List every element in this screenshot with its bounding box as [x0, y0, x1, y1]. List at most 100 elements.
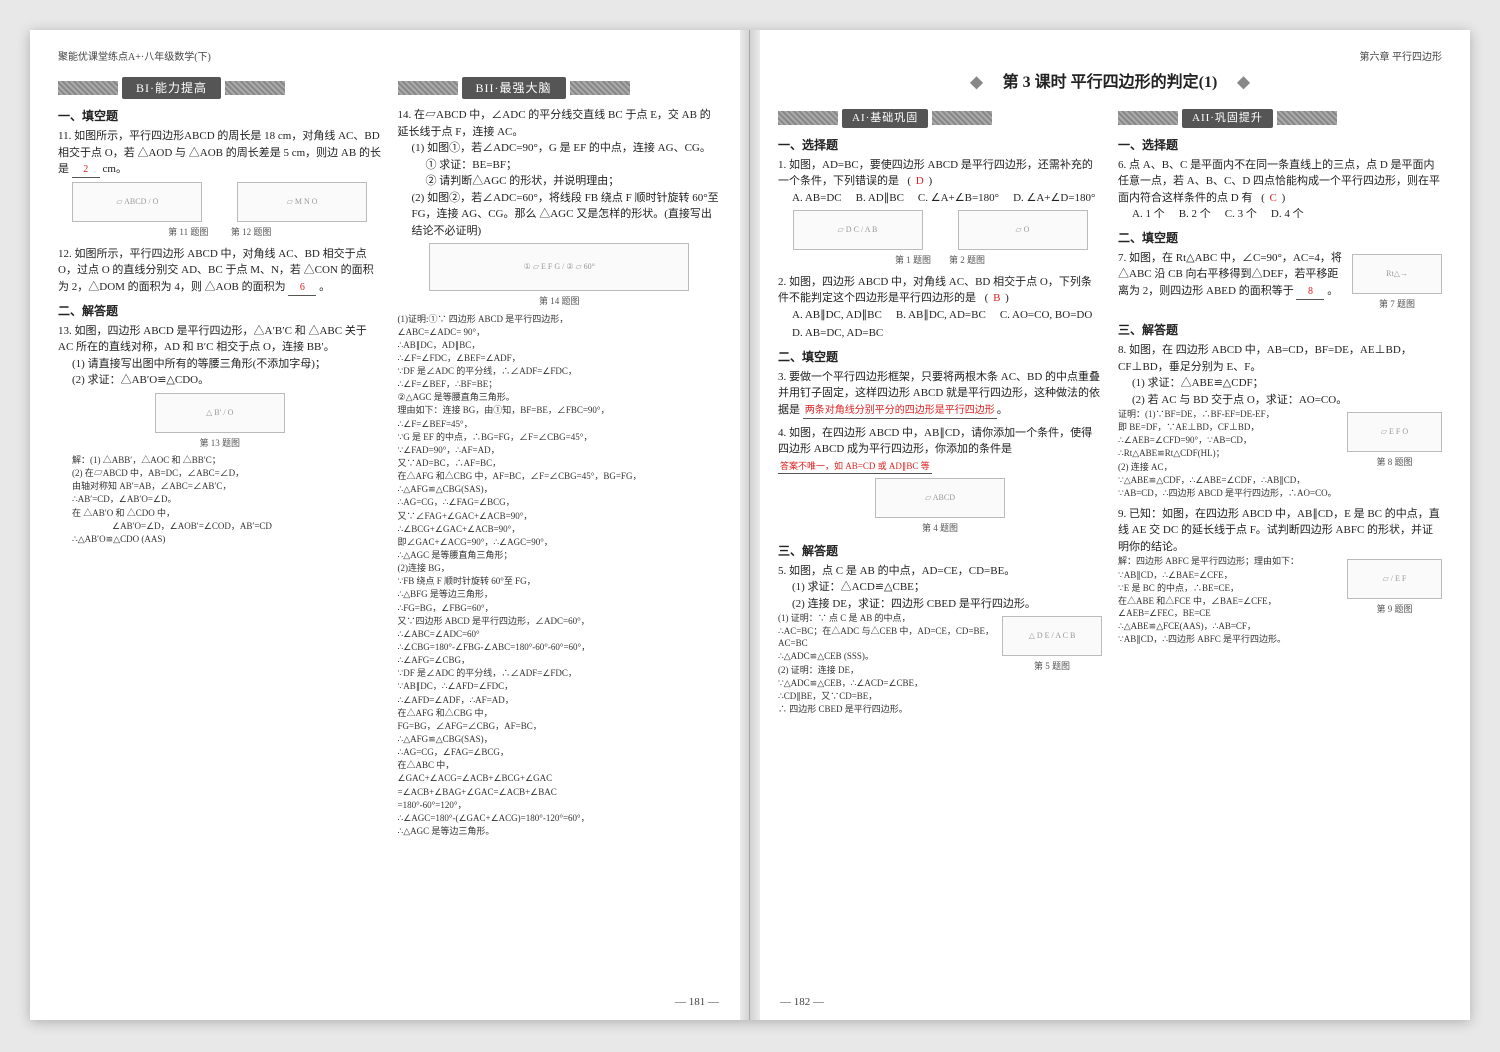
- proof-line: ∠GAC+∠ACG=∠ACB+∠BCG+∠GAC: [398, 772, 722, 784]
- running-head-right: 第六章 平行四边形: [778, 50, 1442, 65]
- q5-proof: (1) 证明：∵ 点 C 是 AB 的中点，∴AC=BC；在△ADC 与△CEB…: [778, 612, 996, 716]
- q14-p2: (2) 如图②，若∠ADC=60°，将线段 FB 绕点 F 顺时针旋转 60°至…: [398, 190, 722, 240]
- q5-text: 5. 如图，点 C 是 AB 的中点，AD=CE，CD=BE。: [778, 563, 1102, 580]
- proof-line: ∵∠FAD=90°，∴AF=AD，: [398, 444, 722, 456]
- cap-q7: 第 7 题图: [1352, 298, 1442, 312]
- q9: 9. 已知：如图，在四边形 ABCD 中，AB∥CD，E 是 BC 的中点，直线…: [1118, 506, 1442, 646]
- right-col-1: AI·基础巩固 一、选择题 1. 如图，AD=BC，要使四边形 ABCD 是平行…: [778, 103, 1102, 722]
- proof-line: 即∠GAC+∠ACG=90°，∴∠AGC=90°，: [398, 536, 722, 548]
- q6-b: B. 2 个: [1179, 206, 1211, 223]
- q5-p2: (2) 连接 DE，求证：四边形 CBED 是平行四边形。: [778, 596, 1102, 613]
- banner-a1-text: AI·基础巩固: [842, 109, 928, 128]
- q1-b: B. AD∥BC: [856, 190, 904, 207]
- q6-d: D. 4 个: [1271, 206, 1304, 223]
- proof-line: ∵G 是 EF 的中点，∴BG=FG，∠F=∠CBG=45°，: [398, 431, 722, 443]
- q13: 13. 如图，四边形 ABCD 是平行四边形，△A′B′C 和 △ABC 关于 …: [58, 323, 382, 545]
- proof-line: 证明：(1)∵BF=DE，∴BF-EF=DE-EF，: [1118, 408, 1341, 420]
- proof-line: ∴∠AFD=∠ADF，∴AF=AD，: [398, 694, 722, 706]
- page-no-right: — 182 —: [780, 994, 824, 1011]
- proof-line: ∴∠F=∠BEF，∴BF=BE；: [398, 378, 722, 390]
- proof-line: ∴∠ABC=∠ADC=60°: [398, 628, 722, 640]
- cap-q1a: 第 1 题图: [895, 255, 931, 265]
- q12: 12. 如图所示，平行四边形 ABCD 中，对角线 AC、BD 相交于点 O，过…: [58, 246, 382, 296]
- q14-proof: (1)证明:①∵ 四边形 ABCD 是平行四边形，∠ABC=∠ADC= 90°，…: [398, 313, 722, 838]
- q13-s0: 解：(1) △ABB′，△AOC 和 △BB′C；: [72, 454, 382, 466]
- proof-line: 在△AFG 和△CBG 中，: [398, 707, 722, 719]
- fig-q7: Rt△→: [1352, 254, 1442, 294]
- proof-line: ∴∠AGC=180°-(∠GAC+∠ACG)=180°-120°=60°，: [398, 812, 722, 824]
- q13-se: ∠AB′O=∠D，∠AOB′=∠COD，AB′=CD: [72, 520, 382, 532]
- cap-q5: 第 5 题图: [1002, 660, 1102, 674]
- q6: 6. 点 A、B、C 是平面内不在同一条直线上的三点，点 D 是平面内任意一点，…: [1118, 157, 1442, 223]
- q4-blank: 答案不唯一，如 AB=CD 或 AD∥BC 等: [778, 460, 932, 475]
- q2-opts: A. AB∥DC, AD∥BC B. AB∥DC, AD=BC C. AO=CO…: [778, 307, 1102, 342]
- q11-blank: 2: [72, 162, 100, 178]
- fig-q4: ▱ ABCD: [875, 478, 1005, 518]
- q14-p1b: ② 请判断△AGC 的形状，并说明理由；: [398, 173, 722, 190]
- fig-q1: ▱ D C / A B: [793, 210, 923, 250]
- q8-proof: 证明：(1)∵BF=DE，∴BF-EF=DE-EF，即 BE=DF，∵AE⊥BD…: [1118, 408, 1341, 500]
- q3-blank: 两条对角线分别平分的四边形是平行四边形: [803, 403, 997, 419]
- lesson-title-text: 第 3 课时 平行四边形的判定(1): [1003, 74, 1218, 91]
- proof-line: ∴Rt△ABE≌Rt△CDF(HL)；: [1118, 447, 1341, 459]
- proof-line: 又∵AD=BC，∴AF=BC，: [398, 457, 722, 469]
- lesson-title: ◆ 第 3 课时 平行四边形的判定(1) ◆: [778, 71, 1442, 95]
- q1-ans: D: [916, 175, 924, 187]
- fig-q14: ① ▱ E F G / ② ▱ 60°: [429, 243, 689, 291]
- proof-line: 又∵四边形 ABCD 是平行四边形，∠ADC=60°，: [398, 615, 722, 627]
- proof-line: =∠ACB+∠BAG+∠GAC=∠ACB+∠BAC: [398, 786, 722, 798]
- proof-line: 在△ABC 中，: [398, 759, 722, 771]
- q1: 1. 如图，AD=BC，要使四边形 ABCD 是平行四边形，还需补充的一个条件，…: [778, 157, 1102, 268]
- banner-decor: [1118, 111, 1178, 125]
- banner-decor: [225, 81, 285, 95]
- cat-solve-r2: 三、解答题: [1118, 321, 1442, 339]
- proof-line: ∵FB 绕点 F 顺时针旋转 60°至 FG，: [398, 575, 722, 587]
- cap-q1: 第 1 题图 第 2 题图: [778, 254, 1102, 268]
- cap-q1b: 第 2 题图: [949, 255, 985, 265]
- q13-p2: (2) 求证：△AB′O≌△CDO。: [58, 372, 382, 389]
- q13-sol: 解：(1) △ABB′，△AOC 和 △BB′C； (2) 在▱ABCD 中，A…: [58, 454, 382, 545]
- q8: 8. 如图，在 四边形 ABCD 中，AB=CD，BF=DE，AE⊥BD，CF⊥…: [1118, 342, 1442, 500]
- proof-line: ∴△AFG≌△CBG(SAS)，: [398, 733, 722, 745]
- banner-decor: [58, 81, 118, 95]
- cat-choice-r2: 一、选择题: [1118, 136, 1442, 154]
- proof-line: (1)证明:①∵ 四边形 ABCD 是平行四边形，: [398, 313, 722, 325]
- banner-decor: [398, 81, 458, 95]
- proof-line: ②△AGC 是等腰直角三角形。: [398, 391, 722, 403]
- fig-q2: ▱ O: [958, 210, 1088, 250]
- running-head-left: 聚能优课堂练点A+·八年级数学(下): [58, 50, 721, 65]
- right-col-2: AII·巩固提升 一、选择题 6. 点 A、B、C 是平面内不在同一条直线上的三…: [1118, 103, 1442, 722]
- q14-p1: (1) 如图①，若∠ADC=90°，G 是 EF 的中点，连接 AG、CG。: [398, 140, 722, 157]
- proof-line: 在△AFG 和△CBG 中，AF=BC，∠F=∠CBG=45°，BG=FG，: [398, 470, 722, 482]
- proof-line: ∵DF 是∠ADC 的平分线，∴∠ADF=∠FDC，: [398, 365, 722, 377]
- proof-line: ∵AB∥CD，∴四边形 ABFC 是平行四边形。: [1118, 633, 1341, 645]
- proof-line: ∴∠AFG=∠CBG，: [398, 654, 722, 666]
- diamond-icon: ◆: [970, 74, 982, 91]
- proof-line: ∵AB=CD，∴四边形 ABCD 是平行四边形，∴AO=CO。: [1118, 487, 1341, 499]
- book-spread: 聚能优课堂练点A+·八年级数学(下) BI·能力提高 一、填空题 11. 如图所…: [30, 30, 1470, 1020]
- banner-a2-text: AII·巩固提升: [1182, 109, 1273, 128]
- q13-sa: (2) 在▱ABCD 中，AB=DC，∠ABC=∠D，: [72, 467, 382, 479]
- proof-line: 理由如下：连接 BG，由①知，BF=BE，∠FBC=90°，: [398, 404, 722, 416]
- q11: 11. 如图所示，平行四边形ABCD 的周长是 18 cm，对角线 AC、BD …: [58, 128, 382, 240]
- q6-opts: A. 1 个 B. 2 个 C. 3 个 D. 4 个: [1118, 206, 1442, 223]
- q1-opts: A. AB=DC B. AD∥BC C. ∠A+∠B=180° D. ∠A+∠D…: [778, 190, 1102, 207]
- diamond-icon: ◆: [1237, 74, 1249, 91]
- proof-line: 即 BE=DF，∵AE⊥BD，CF⊥BD，: [1118, 421, 1341, 433]
- left-col-1: BI·能力提高 一、填空题 11. 如图所示，平行四边形ABCD 的周长是 18…: [58, 71, 382, 843]
- proof-line: =180°-60°=120°，: [398, 799, 722, 811]
- proof-line: ∴∠AEB=∠CFD=90°，∵AB=CD，: [1118, 434, 1341, 446]
- cap-q8: 第 8 题图: [1347, 456, 1442, 470]
- proof-line: ∵△ADC≌△CEB，∴∠ACD=∠CBE，: [778, 677, 996, 689]
- q13-sc: ∴AB′=CD，∠AB′O=∠D。: [72, 493, 382, 505]
- q2-b: B. AB∥DC, AD=BC: [896, 307, 986, 324]
- banner-decor: [570, 81, 630, 95]
- proof-line: ∵△ABE≌△CDF，∴∠ABE=∠CDF，∴AB∥CD，: [1118, 474, 1341, 486]
- banner-a2: AII·巩固提升: [1118, 109, 1442, 128]
- q1-paren: ( D ): [902, 173, 938, 190]
- fig-q8: ▱ E F O: [1347, 412, 1442, 452]
- q4: 4. 如图，在四边形 ABCD 中，AB∥CD，请你添加一个条件，使得四边形 A…: [778, 425, 1102, 536]
- proof-line: (2)连接 BG，: [398, 562, 722, 574]
- proof-line: ∴∠F=∠BEF=45°，: [398, 418, 722, 430]
- q3: 3. 要做一个平行四边形框架，只要将两根木条 AC、BD 的中点重叠并用钉子固定…: [778, 369, 1102, 419]
